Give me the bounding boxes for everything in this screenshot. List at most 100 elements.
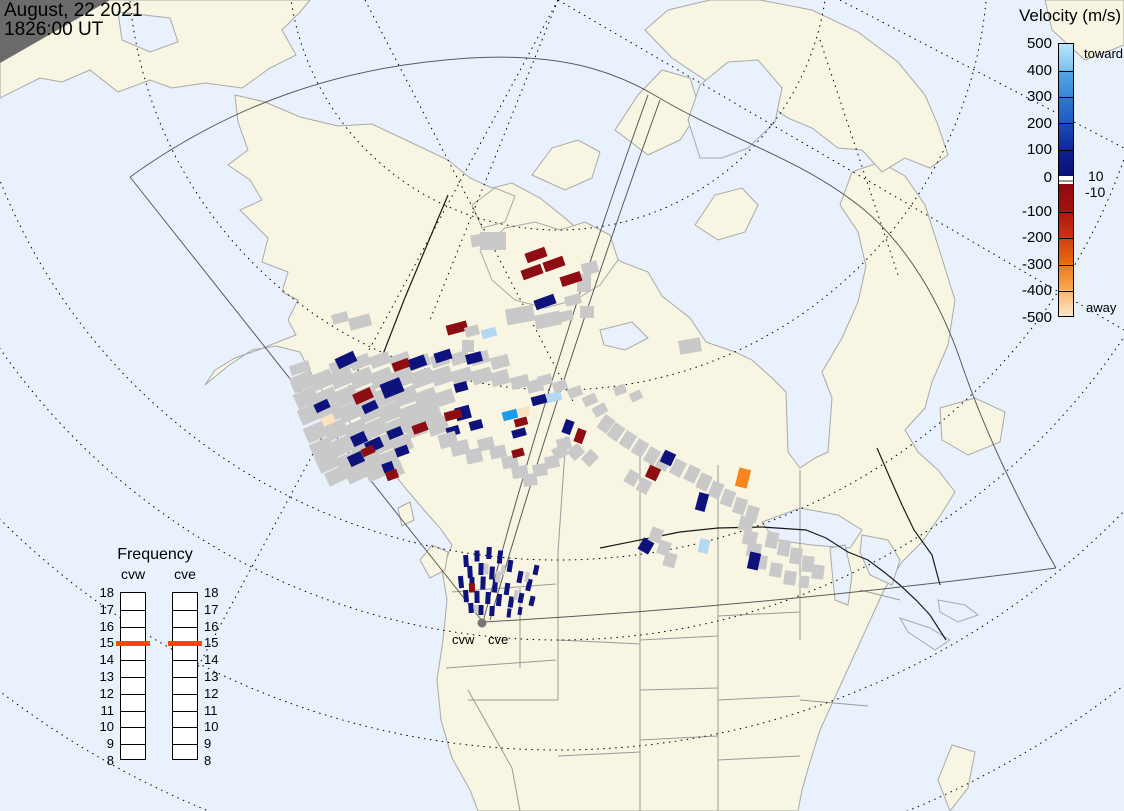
beam-cell: [496, 550, 504, 564]
beam-cell: [467, 565, 473, 579]
frequency-segment-line: [173, 744, 197, 746]
velocity-tick-label: -500: [1021, 309, 1052, 326]
frequency-segment-line: [173, 677, 197, 678]
frequency-scale-label-right: 8: [204, 753, 212, 768]
great-slave-lake: [599, 321, 649, 351]
velocity-cell: [623, 468, 641, 488]
velocity-cell: [768, 562, 784, 578]
velocity-cell: [798, 575, 810, 589]
frequency-segment-line: [173, 727, 197, 729]
velocity-cell: [322, 418, 350, 442]
chukchi-bay: [117, 11, 179, 53]
border-quebec-ne: [876, 447, 941, 586]
velocity-cell: [349, 430, 369, 448]
beam-cell: [517, 592, 525, 604]
velocity-cell: [292, 386, 320, 410]
velocity-cell: [504, 304, 536, 326]
colorbar-tick: [1059, 123, 1073, 125]
velocity-cell: [737, 515, 755, 533]
frequency-scale-label-left: 14: [99, 652, 114, 668]
site-label-cvw: cvw: [452, 632, 475, 647]
beam-cell: [495, 571, 501, 583]
velocity-cell: [386, 426, 404, 440]
velocity-cell: [464, 447, 484, 465]
velocity-tick-label: -200: [1021, 229, 1052, 247]
beam-cell: [463, 554, 469, 568]
velocity-cell: [533, 310, 563, 330]
velocity-colorbar: [1058, 43, 1074, 317]
velocity-cell: [323, 465, 349, 487]
colorbar-tick: [1059, 70, 1073, 72]
velocity-tick-label: 200: [1026, 114, 1052, 132]
velocity-cell: [511, 427, 527, 439]
beam-cell: [468, 602, 474, 614]
beam-cell: [495, 593, 503, 607]
beam-cell: [516, 570, 524, 584]
frequency-segment-line: [121, 677, 145, 678]
frequency-column-cve-label: cve: [174, 566, 196, 582]
velocity-cell: [445, 320, 469, 336]
frequency-scale-label-right: 15: [204, 635, 219, 651]
velocity-cell: [411, 421, 429, 435]
velocity-cell: [606, 422, 626, 442]
beam-cell: [483, 563, 489, 575]
velocity-cell: [302, 420, 330, 444]
beam-cell: [524, 571, 530, 583]
land-arctic-island-2: [614, 69, 701, 156]
frequency-segment-line: [173, 693, 197, 695]
frequency-marker: [116, 641, 150, 647]
velocity-cell: [662, 551, 678, 569]
national-borders: [379, 194, 947, 641]
colorbar-tick: [1059, 150, 1073, 152]
frequency-scale-label-right: 10: [204, 719, 219, 735]
velocity-cell: [591, 402, 609, 418]
beam-cell: [462, 589, 470, 603]
velocity-cell: [336, 400, 364, 424]
velocity-cell: [348, 366, 376, 390]
frequency-scale-label-right: 11: [204, 702, 218, 718]
beam-cell: [525, 578, 533, 592]
beam-cell: [473, 604, 479, 614]
frequency-scale-label-right: 13: [204, 669, 219, 684]
velocity-cell: [488, 444, 508, 460]
velocity-cell: [500, 454, 520, 470]
velocity-cell: [801, 555, 815, 573]
velocity-cell: [532, 462, 548, 478]
frequency-scale-label-right: 16: [204, 618, 219, 634]
frequency-scale-label-right: 12: [204, 685, 219, 701]
velocity-cell: [320, 413, 336, 427]
velocity-cell: [347, 313, 373, 331]
fov-right-edge: [482, 567, 1057, 623]
velocity-cell: [462, 340, 474, 352]
frequency-segment-line: [121, 609, 145, 611]
beam-cell: [507, 596, 515, 608]
velocity-cell: [348, 352, 372, 372]
frequency-scale-label-left: 10: [99, 719, 114, 735]
velocity-cell: [501, 408, 519, 422]
beam-cell: [517, 606, 523, 616]
frequency-scale-label-left: 16: [99, 618, 114, 634]
frequency-scale-label-left: 18: [99, 585, 114, 600]
frequency-legend-title: Frequency: [117, 546, 193, 563]
velocity-cell: [522, 472, 538, 488]
velocity-cell: [642, 446, 662, 466]
colorbar-tick: [1059, 291, 1073, 293]
velocity-cell: [635, 477, 653, 495]
velocity-cell: [581, 392, 599, 408]
velocity-cell: [731, 496, 749, 516]
beam-cell: [489, 605, 495, 617]
velocity-cell: [330, 311, 350, 325]
frequency-bar-cve: [168, 592, 202, 760]
terminator-wedge: [0, 0, 110, 63]
frequency-scale-label-right: 17: [204, 601, 219, 617]
lake-michigan: [829, 544, 853, 606]
velocity-cell: [694, 492, 710, 512]
colorbar-zero-line: [1059, 180, 1073, 182]
beam-cell: [480, 576, 486, 590]
velocity-cell: [470, 232, 490, 248]
border-alaska-yukon: [379, 194, 449, 363]
velocity-cell: [637, 537, 655, 555]
velocity-cell: [379, 377, 405, 399]
